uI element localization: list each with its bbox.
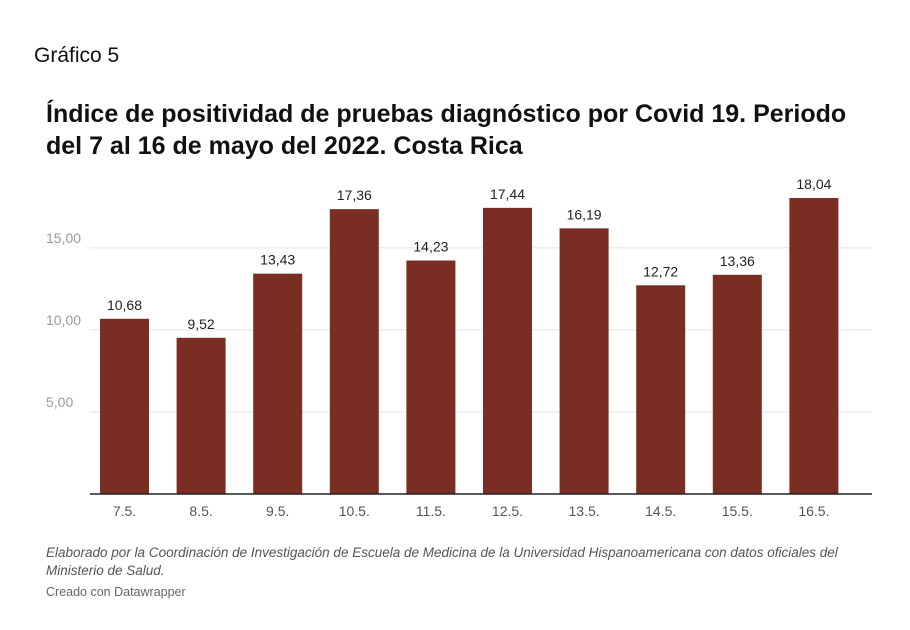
- value-label: 13,36: [720, 253, 755, 269]
- bar: [406, 260, 456, 494]
- bar: [329, 209, 379, 495]
- bar: [100, 318, 149, 494]
- x-tick-label: 9.5.: [266, 503, 289, 519]
- value-label: 10,68: [107, 297, 142, 313]
- credit-line: Creado con Datawrapper: [46, 585, 186, 599]
- bar-chart: 10,68 9,52 13,43 17,36 14,23 17,44 16,19 12,72 1…: [46, 176, 872, 519]
- value-label: 13,43: [260, 252, 295, 268]
- value-label: 12,72: [643, 263, 678, 279]
- x-tick-label: 11.5.: [416, 503, 446, 519]
- bar: [176, 337, 226, 494]
- value-label: 14,23: [413, 239, 448, 255]
- value-label: 16,19: [567, 206, 602, 222]
- bar: [483, 207, 532, 494]
- x-tick-label: 12.5.: [492, 503, 523, 519]
- value-label: 18,04: [796, 176, 831, 192]
- x-tick-label: 14.5.: [645, 503, 676, 519]
- x-tick-label: 7.5.: [113, 503, 136, 519]
- source-note: Elaborado por la Coordinación de Investi…: [46, 545, 838, 578]
- bar: [712, 274, 762, 494]
- chart-title: Índice de positividad de pruebas diagnós…: [46, 100, 847, 160]
- x-tick-label: 15.5.: [722, 503, 753, 519]
- value-label: 17,36: [337, 187, 372, 203]
- bar: [559, 228, 609, 494]
- y-tick-label: 10,00: [46, 312, 81, 328]
- x-tick-label: 10.5.: [339, 503, 370, 519]
- figure-label: Gráfico 5: [34, 44, 120, 67]
- value-label: 9,52: [187, 316, 214, 332]
- bar: [636, 285, 686, 494]
- x-tick-label: 16.5.: [798, 503, 829, 519]
- value-label: 17,44: [490, 186, 525, 202]
- x-tick-label: 8.5.: [189, 503, 212, 519]
- y-tick-label: 15,00: [46, 230, 81, 246]
- bar: [253, 273, 303, 494]
- y-tick-label: 5,00: [46, 394, 73, 410]
- x-tick-label: 13.5.: [569, 503, 600, 519]
- bar: [789, 198, 839, 494]
